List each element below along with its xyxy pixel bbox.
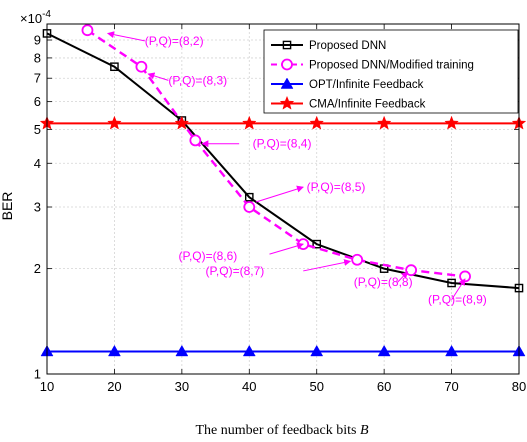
series-3 [40,344,526,357]
series-point [175,344,189,357]
annotation-arrow [106,31,145,42]
annotation-label: (P,Q)=(8,9) [428,293,487,307]
y-tick-label: 9 [34,33,41,48]
legend-marker [280,77,294,89]
series-point [310,344,324,357]
y-exponent-power: -4 [42,9,51,20]
x-tick-label: 20 [107,379,121,394]
annotation-label: (P,Q)=(8,8) [354,275,413,289]
x-axis-label: The number of feedback bits B [195,423,368,438]
annotation: (P,Q)=(8,3) [147,72,227,87]
series-point [444,115,459,130]
series-point [242,344,256,357]
annotation-label: (P,Q)=(8,5) [307,180,366,194]
legend-item: OPT/Infinite Feedback [271,77,424,91]
annotation-arrow [255,185,304,203]
y-tick-label: 8 [34,50,41,65]
plot-frame [46,23,520,375]
series-point [377,344,391,357]
series-point [81,24,94,37]
legend-label: Proposed DNN [309,40,386,52]
y-tick-label: 4 [34,156,41,171]
series-point [405,264,418,277]
y-tick-label: 6 [34,94,41,109]
y-tick-label: 3 [34,200,41,215]
annotation-label: (P,Q)=(8,3) [168,73,227,87]
annotation: (P,Q)=(8,4) [201,137,312,151]
annotation-arrow [147,72,169,81]
x-tick-label: 50 [309,379,323,394]
annotation-layer: (P,Q)=(8,2) (P,Q)=(8,3) (P,Q)=(8,4) (P,Q)=(… [106,31,487,307]
y-tick-label: 5 [34,122,41,137]
legend-item: Proposed DNN [271,40,386,52]
legend-label: CMA/Infinite Feedback [309,99,426,111]
x-axis-label-var: B [360,423,369,438]
y-tick-label: 2 [34,261,41,276]
annotation: (P,Q)=(8,8) [354,271,413,289]
series-point [312,239,322,249]
series-point [243,201,256,213]
annotation: (P,Q)=(8,7) [205,259,352,278]
series-point [351,253,364,266]
annotation-label: (P,Q)=(8,4) [253,137,312,151]
x-tick-label: 80 [512,379,526,394]
x-axis-label-text: The number of feedback bits [195,423,356,438]
legend-label: OPT/Infinite Feedback [309,79,424,91]
legend-label: Proposed DNN/Modified training [309,60,474,72]
series-point [376,115,392,130]
series-layer [39,24,527,357]
annotation: (P,Q)=(8,9) [428,278,487,307]
annotation-arrow [269,242,304,255]
y-tick-label: 7 [34,71,41,86]
legend-marker [279,95,295,110]
annotation-arrow [303,259,352,272]
x-tick-label: 40 [242,379,256,394]
annotation-arrow [397,271,409,283]
series-point [244,192,254,202]
series-point [107,115,122,130]
legend-marker [282,40,292,50]
x-tick-label: 70 [444,379,458,394]
legend-box [263,29,519,114]
x-tick-label: 60 [377,379,391,394]
legend-item: Proposed DNN/Modified training [271,58,474,72]
series-point [135,60,148,73]
series-point [110,62,119,72]
annotation-label: (P,Q)=(8,2) [145,34,204,48]
series-point [309,115,325,130]
x-tick-label: 10 [40,379,54,394]
series-point [241,115,257,130]
series-point [459,270,471,283]
series-point [107,344,121,357]
series-point [174,115,190,130]
series-point [189,134,202,147]
legend: Proposed DNN Proposed DNN/Modified traini… [263,29,519,114]
y-tick-label: 1 [34,367,41,382]
series-point [447,278,456,288]
annotation: (P,Q)=(8,6) [178,242,304,263]
annotation-label: (P,Q)=(8,6) [178,249,237,263]
annotation: (P,Q)=(8,2) [106,31,204,48]
legend-marker [281,58,293,71]
series-4 [39,115,527,130]
annotation-label: (P,Q)=(8,7) [205,264,264,278]
annotation: (P,Q)=(8,5) [255,180,366,203]
series-line [46,32,520,290]
y-exponent-base: ×10 [20,11,42,26]
legend-items: Proposed DNN Proposed DNN/Modified traini… [271,40,474,111]
y-axis-label: BER [0,192,15,221]
legend-item: CMA/Infinite Feedback [271,95,426,111]
annotation-arrow [451,278,466,301]
y-exponent-label: ×10-4 [20,9,51,26]
tick-layer: 10 20 30 40 50 60 70 80 1 2 3 4 5 6 7 8 9 [34,24,526,394]
x-tick-label: 30 [175,379,189,394]
series-point [445,344,459,357]
